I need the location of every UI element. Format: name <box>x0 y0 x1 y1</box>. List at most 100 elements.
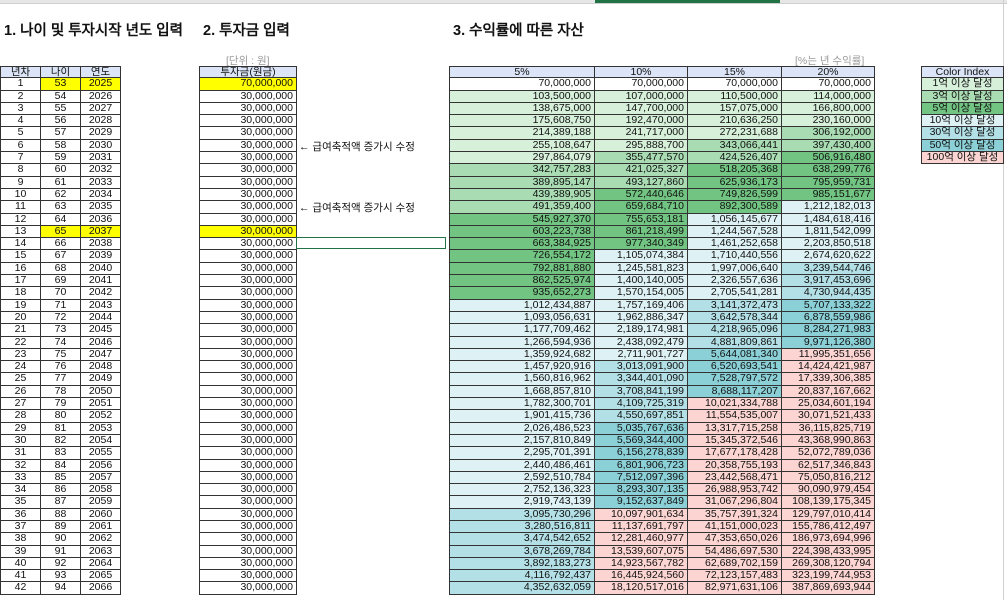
return-cell-r10[interactable]: 16,445,924,560 <box>595 570 688 582</box>
return-cell-r20[interactable]: 397,430,400 <box>782 139 875 152</box>
investment-cell[interactable]: 30,000,000 <box>200 275 297 287</box>
return-cell-r15[interactable]: 35,757,391,324 <box>688 508 782 520</box>
return-cell-r15[interactable]: 62,689,702,159 <box>688 557 782 570</box>
return-cell-r15[interactable]: 10,021,334,788 <box>688 398 782 410</box>
return-cell-r5[interactable]: 2,026,486,523 <box>450 422 595 434</box>
age-cell[interactable]: 78 <box>41 385 81 398</box>
return-cell-r15[interactable]: 6,520,693,541 <box>688 361 782 373</box>
return-cell-r10[interactable]: 6,801,906,723 <box>595 459 688 471</box>
return-cell-r20[interactable]: 108,139,175,345 <box>782 496 875 508</box>
year-index-cell[interactable]: 40 <box>1 557 41 570</box>
investment-cell[interactable]: 30,000,000 <box>200 496 297 508</box>
age-cell[interactable]: 93 <box>41 570 81 582</box>
year-index-cell[interactable]: 35 <box>1 496 41 508</box>
return-cell-r5[interactable]: 214,389,188 <box>450 127 595 139</box>
return-cell-r15[interactable]: 210,636,250 <box>688 115 782 127</box>
age-cell[interactable]: 62 <box>41 188 81 201</box>
calendar-year-cell[interactable]: 2053 <box>81 422 121 434</box>
return-cell-r15[interactable]: 11,554,535,007 <box>688 410 782 422</box>
calendar-year-cell[interactable]: 2031 <box>81 152 121 164</box>
return-cell-r20[interactable]: 2,203,850,518 <box>782 238 875 250</box>
age-cell[interactable]: 68 <box>41 262 81 275</box>
return-cell-r10[interactable]: 659,684,710 <box>595 201 688 213</box>
investment-cell[interactable]: 30,000,000 <box>200 410 297 422</box>
investment-cell[interactable]: 30,000,000 <box>200 139 297 152</box>
investment-cell[interactable]: 30,000,000 <box>200 213 297 225</box>
year-index-cell[interactable]: 19 <box>1 299 41 311</box>
return-cell-r20[interactable]: 25,034,601,194 <box>782 398 875 410</box>
age-cell[interactable]: 76 <box>41 361 81 373</box>
investment-cell[interactable]: 30,000,000 <box>200 570 297 582</box>
age-cell[interactable]: 84 <box>41 459 81 471</box>
age-cell[interactable]: 71 <box>41 299 81 311</box>
calendar-year-cell[interactable]: 2029 <box>81 127 121 139</box>
return-cell-r10[interactable]: 3,013,091,900 <box>595 361 688 373</box>
investment-cell[interactable]: 30,000,000 <box>200 434 297 447</box>
return-cell-r10[interactable]: 1,962,886,347 <box>595 311 688 324</box>
return-cell-r15[interactable]: 82,971,631,106 <box>688 582 782 594</box>
return-cell-r20[interactable]: 3,239,544,746 <box>782 262 875 275</box>
investment-cell[interactable]: 30,000,000 <box>200 557 297 570</box>
return-cell-r10[interactable]: 7,512,097,396 <box>595 471 688 484</box>
return-cell-r15[interactable]: 518,205,368 <box>688 164 782 176</box>
return-cell-r15[interactable]: 13,317,715,258 <box>688 422 782 434</box>
calendar-year-cell[interactable]: 2063 <box>81 545 121 557</box>
investment-cell[interactable]: 30,000,000 <box>200 385 297 398</box>
return-cell-r5[interactable]: 935,652,273 <box>450 287 595 299</box>
return-cell-r5[interactable]: 1,668,857,810 <box>450 385 595 398</box>
investment-cell[interactable]: 30,000,000 <box>200 484 297 496</box>
return-cell-r15[interactable]: 625,936,173 <box>688 176 782 188</box>
return-cell-r20[interactable]: 52,072,789,036 <box>782 447 875 459</box>
return-cell-r15[interactable]: 1,997,006,640 <box>688 262 782 275</box>
return-cell-r20[interactable]: 638,299,776 <box>782 164 875 176</box>
investment-cell[interactable]: 30,000,000 <box>200 336 297 348</box>
year-index-cell[interactable]: 7 <box>1 152 41 164</box>
return-cell-r10[interactable]: 6,156,278,839 <box>595 447 688 459</box>
year-index-cell[interactable]: 23 <box>1 348 41 361</box>
return-cell-r20[interactable]: 1,811,542,099 <box>782 225 875 238</box>
return-cell-r5[interactable]: 2,440,486,461 <box>450 459 595 471</box>
investment-cell[interactable]: 30,000,000 <box>200 238 297 250</box>
return-cell-r20[interactable]: 1,212,182,013 <box>782 201 875 213</box>
year-index-cell[interactable]: 11 <box>1 201 41 213</box>
return-cell-r10[interactable]: 70,000,000 <box>595 78 688 90</box>
age-cell[interactable]: 82 <box>41 434 81 447</box>
investment-cell[interactable]: 30,000,000 <box>200 152 297 164</box>
age-cell[interactable]: 79 <box>41 398 81 410</box>
return-cell-r10[interactable]: 1,400,140,005 <box>595 275 688 287</box>
investment-cell[interactable]: 30,000,000 <box>200 225 297 238</box>
age-cell[interactable]: 85 <box>41 471 81 484</box>
calendar-year-cell[interactable]: 2033 <box>81 176 121 188</box>
return-cell-r5[interactable]: 175,608,750 <box>450 115 595 127</box>
year-index-cell[interactable]: 1 <box>1 78 41 90</box>
return-cell-r20[interactable]: 9,971,126,380 <box>782 336 875 348</box>
return-cell-r5[interactable]: 545,927,370 <box>450 213 595 225</box>
age-cell[interactable]: 53 <box>41 78 81 90</box>
investment-cell[interactable]: 30,000,000 <box>200 471 297 484</box>
investment-cell[interactable]: 30,000,000 <box>200 311 297 324</box>
age-cell[interactable]: 86 <box>41 484 81 496</box>
return-cell-r10[interactable]: 1,757,169,406 <box>595 299 688 311</box>
return-cell-r20[interactable]: 5,707,133,322 <box>782 299 875 311</box>
return-cell-r15[interactable]: 749,826,599 <box>688 188 782 201</box>
age-cell[interactable]: 80 <box>41 410 81 422</box>
return-cell-r15[interactable]: 424,526,407 <box>688 152 782 164</box>
return-cell-r20[interactable]: 8,284,271,983 <box>782 324 875 336</box>
return-cell-r10[interactable]: 1,570,154,005 <box>595 287 688 299</box>
return-cell-r10[interactable]: 977,340,349 <box>595 238 688 250</box>
return-cell-r20[interactable]: 43,368,990,863 <box>782 434 875 447</box>
age-cell[interactable]: 57 <box>41 127 81 139</box>
return-cell-r10[interactable]: 10,097,901,634 <box>595 508 688 520</box>
calendar-year-cell[interactable]: 2054 <box>81 434 121 447</box>
return-cell-r20[interactable]: 166,800,000 <box>782 102 875 115</box>
investment-cell[interactable]: 30,000,000 <box>200 361 297 373</box>
investment-cell[interactable]: 30,000,000 <box>200 582 297 594</box>
investment-cell[interactable]: 30,000,000 <box>200 508 297 520</box>
return-cell-r20[interactable]: 3,917,453,696 <box>782 275 875 287</box>
year-index-cell[interactable]: 10 <box>1 188 41 201</box>
year-index-cell[interactable]: 25 <box>1 373 41 385</box>
return-cell-r20[interactable]: 4,730,944,435 <box>782 287 875 299</box>
return-cell-r20[interactable]: 14,424,421,987 <box>782 361 875 373</box>
selected-cell[interactable] <box>296 237 446 249</box>
return-cell-r20[interactable]: 11,995,351,656 <box>782 348 875 361</box>
